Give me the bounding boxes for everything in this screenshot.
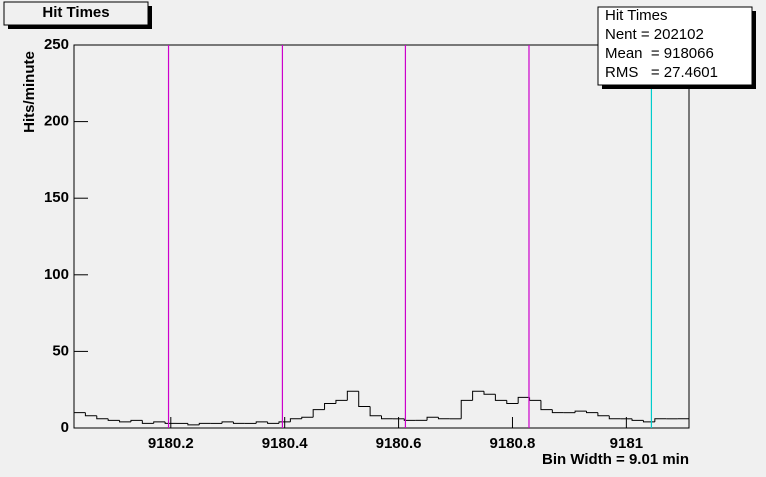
histogram-bin (324, 402, 336, 410)
histogram-bin (381, 415, 393, 420)
histogram-bin (483, 391, 496, 395)
histogram-bin (255, 421, 268, 424)
x-tick-label: 9180.6 (376, 435, 422, 452)
histogram-bin (153, 421, 166, 424)
stats-line: Mean = 918066 (605, 45, 714, 62)
histogram-bin (517, 396, 530, 404)
histogram-bin (472, 390, 484, 401)
histogram-bin (96, 415, 109, 420)
footer: Bin Width = 9.01 min (542, 451, 689, 468)
histogram-bin (335, 399, 348, 404)
x-tick-label: 9181 (610, 435, 643, 452)
stats-title: Hit Times (605, 7, 668, 24)
plot-frame (73, 44, 690, 429)
histogram-bin (267, 421, 279, 424)
histogram-bin (574, 410, 587, 413)
histogram-bin (73, 412, 86, 428)
x-tick-label: 9180.8 (490, 435, 536, 452)
histogram-bin (232, 421, 245, 424)
histogram-bin (677, 418, 690, 428)
x-tick-label: 9180.2 (148, 435, 194, 452)
stats-box (597, 6, 753, 86)
histogram-bin (107, 418, 120, 421)
plot: 0 50 100 150 200 250 9180.2 9180.4 9180.6 9180.8 9… (44, 36, 690, 452)
y-tick-label: 50 (52, 342, 69, 359)
y-tick-label: 200 (44, 113, 69, 130)
chart-title: Hit Times (42, 4, 109, 21)
histogram-bin (494, 394, 507, 401)
histogram-bin (437, 417, 450, 420)
histogram-bin (221, 421, 234, 424)
histogram-bin (187, 423, 200, 426)
histogram-bin (403, 418, 416, 421)
histogram-bin (119, 420, 131, 423)
stats-line: RMS = 27.4601 (605, 64, 718, 81)
histogram-bin (346, 390, 359, 401)
histogram-bin (198, 422, 211, 425)
histogram-bin (597, 412, 610, 417)
x-tick-label: 9180.4 (262, 435, 309, 452)
histogram-bin (551, 409, 564, 414)
histogram-bin (141, 420, 154, 424)
y-axis-title: Hits/minute (21, 51, 38, 133)
y-tick-label: 100 (44, 266, 69, 283)
histogram-bin (506, 400, 519, 404)
histogram-bin (289, 418, 302, 422)
histogram-bin (312, 409, 325, 418)
title-box (3, 1, 149, 26)
histogram-bin (301, 416, 314, 419)
histogram-bin (130, 419, 143, 422)
y-tick-label: 150 (44, 189, 69, 206)
histogram-bin (84, 412, 97, 417)
y-tick-label: 0 (61, 419, 69, 436)
histogram-bin (631, 418, 644, 421)
histogram-bin (540, 400, 553, 411)
histogram-bin (358, 391, 371, 408)
histogram-bin (586, 411, 598, 414)
histogram-bin (369, 406, 382, 417)
histogram-bin (608, 415, 621, 420)
histogram-bin (278, 421, 291, 424)
histogram-bin (654, 418, 667, 422)
stats-line: Nent = 202102 (605, 26, 704, 43)
histogram-bin (460, 399, 473, 419)
histogram-bin (164, 421, 177, 424)
histogram-bin (426, 416, 439, 421)
y-tick-label: 250 (44, 36, 69, 53)
